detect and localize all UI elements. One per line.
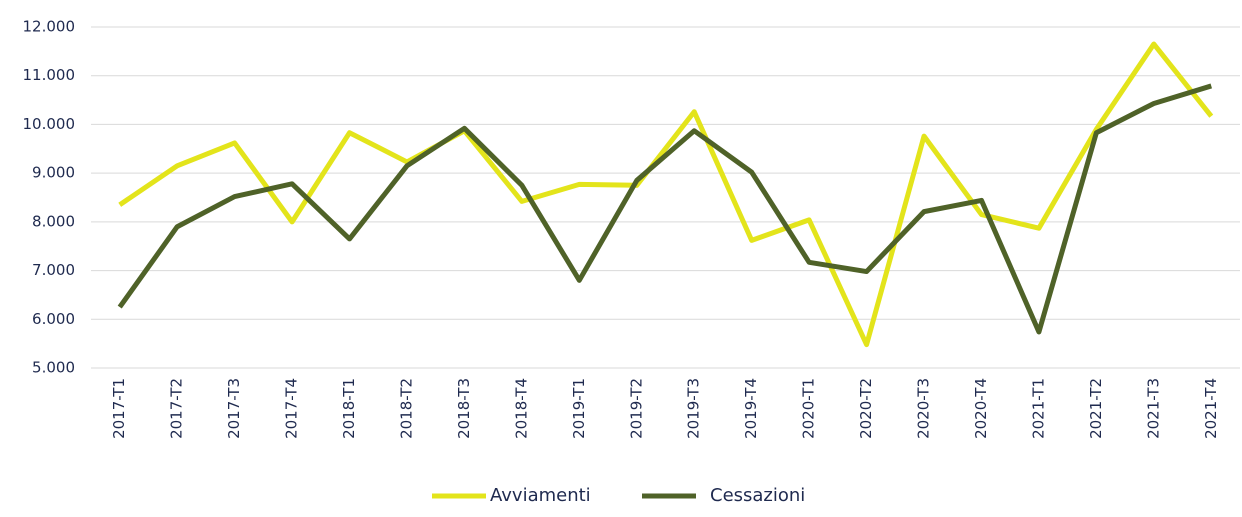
x-tick-label: 2019-T2	[627, 378, 645, 439]
y-tick-label: 12.000	[23, 18, 76, 36]
x-tick-label: 2018-T4	[512, 378, 530, 439]
legend-label: Cessazioni	[710, 485, 805, 506]
line	[118, 41, 1214, 348]
y-tick-label: 11.000	[23, 66, 76, 84]
x-tick-label: 2021-T3	[1144, 378, 1162, 439]
x-tick-label: 2021-T4	[1202, 378, 1220, 439]
y-tick-label: 6.000	[32, 310, 75, 328]
x-tick-label: 2019-T3	[685, 378, 703, 439]
x-tick-label: 2021-T2	[1087, 378, 1105, 439]
x-tick-label: 2017-T2	[168, 378, 186, 439]
line	[117, 83, 1213, 335]
x-tick-label: 2017-T4	[283, 378, 301, 439]
x-tick-label: 2019-T1	[570, 378, 588, 439]
y-tick-label: 10.000	[23, 115, 76, 133]
x-tick-label: 2018-T1	[340, 378, 358, 439]
x-tick-label: 2017-T1	[110, 378, 128, 439]
legend-label: Avviamenti	[490, 485, 591, 506]
x-tick-label: 2018-T2	[397, 378, 415, 439]
y-tick-label: 9.000	[32, 164, 75, 182]
x-tick-label: 2020-T2	[857, 378, 875, 439]
x-tick-label: 2021-T1	[1029, 378, 1047, 439]
y-tick-label: 5.000	[32, 359, 75, 377]
x-tick-label: 2017-T3	[225, 378, 243, 439]
x-tick-label: 2019-T4	[742, 378, 760, 439]
x-tick-label: 2020-T1	[800, 378, 818, 439]
x-tick-label: 2020-T4	[972, 378, 990, 439]
y-tick-label: 8.000	[32, 212, 75, 230]
x-tick-label: 2018-T3	[455, 378, 473, 439]
x-tick-label: 2020-T3	[915, 378, 933, 439]
y-tick-label: 7.000	[32, 261, 75, 279]
